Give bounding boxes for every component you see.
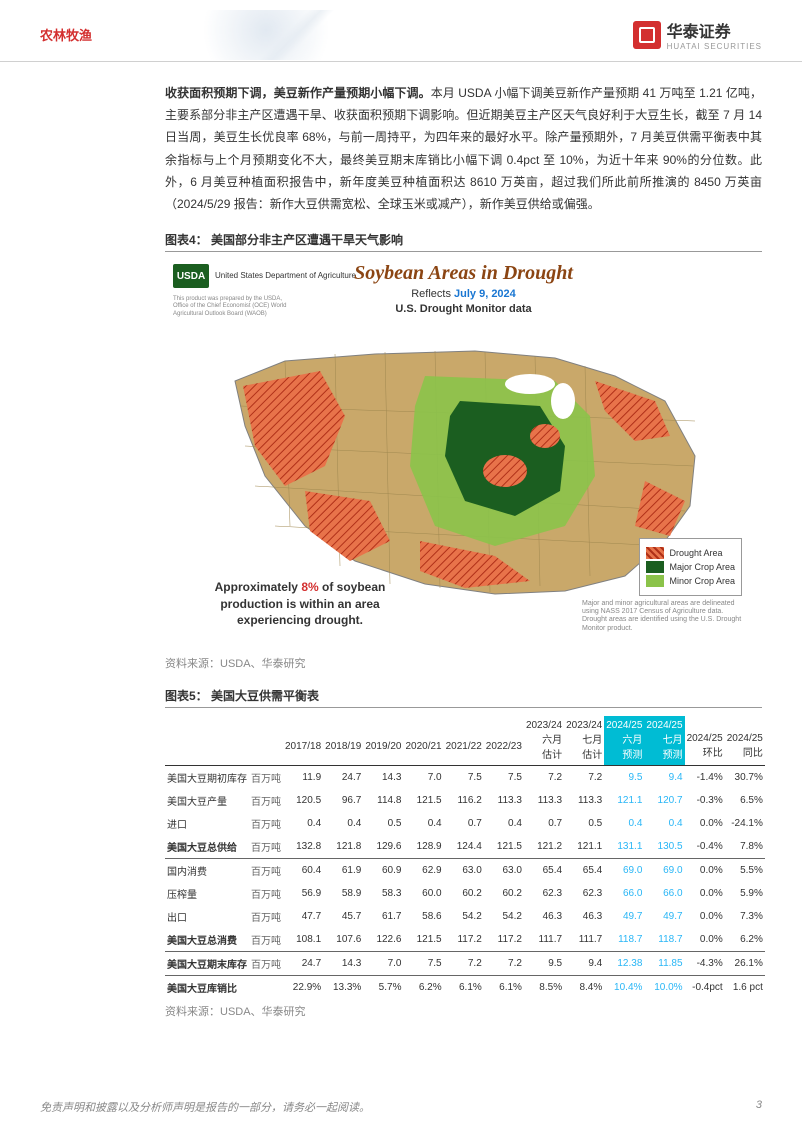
main-paragraph: 收获面积预期下调，美豆新作产量预期小幅下调。本月 USDA 小幅下调美豆新作产量… [165,82,762,215]
table-header: 2023/242023/242024/252024/252017/182018/… [165,716,765,766]
reflects-label: Reflects [411,288,451,300]
figure4-title: 图表4： 美国部分非主产区遭遇干旱天气影响 [165,231,762,252]
footer-disclaimer: 免责声明和披露以及分析师声明是报告的一部分，请务必一起阅读。 [40,1099,370,1115]
legend-drought-label: Drought Area [669,548,722,558]
map-annotation: Approximately 8% of soybean production i… [205,579,395,629]
legend-swatch-drought [646,547,664,559]
reflects-date: July 9, 2024 [454,288,516,300]
anno-pre: Approximately [215,580,302,594]
legend-swatch-major [646,561,664,573]
legend-swatch-minor [646,575,664,587]
figure5-table-wrap: 2023/242023/242024/252024/252017/182018/… [165,716,762,999]
header-decoration [200,10,420,60]
anno-pct: 8% [301,580,318,594]
company-logo-area: 华泰证券 HUATAI SECURITIES [633,18,762,51]
map-subtitle: Reflects July 9, 2024 [165,288,762,300]
para-body: 本月 USDA 小幅下调美豆新作产量预期 41 万吨至 1.21 亿吨，主要系部… [165,86,762,211]
figure5-title: 图表5： 美国大豆供需平衡表 [165,687,762,708]
figure5-source: 资料来源：USDA、华泰研究 [165,1003,762,1019]
legend-major-label: Major Crop Area [669,562,735,572]
supply-demand-table: 2023/242023/242024/252024/252017/182018/… [165,716,765,999]
main-content: 收获面积预期下调，美豆新作产量预期小幅下调。本月 USDA 小幅下调美豆新作产量… [0,62,802,1019]
map-subtitle2: U.S. Drought Monitor data [165,303,762,315]
map-legend: Drought Area Major Crop Area Minor Crop … [639,538,742,596]
footer-page: 3 [756,1099,762,1115]
figure4-map: USDA United States Department of Agricul… [165,256,762,651]
logo-icon [633,21,661,49]
legend-minor-label: Minor Crop Area [669,576,735,586]
map-title: Soybean Areas in Drought [165,262,762,285]
table-body: 美国大豆期初库存百万吨11.924.714.37.07.57.57.27.29.… [165,766,765,1000]
company-name-en: HUATAI SECURITIES [667,42,762,51]
para-lead: 收获面积预期下调，美豆新作产量预期小幅下调。 [165,86,431,100]
sector-label: 农林牧渔 [40,25,92,44]
company-name: 华泰证券 [667,18,762,42]
page-footer: 免责声明和披露以及分析师声明是报告的一部分，请务必一起阅读。 3 [40,1099,762,1115]
map-footnote: Major and minor agricultural areas are d… [582,600,742,634]
figure4-source: 资料来源：USDA、华泰研究 [165,655,762,671]
